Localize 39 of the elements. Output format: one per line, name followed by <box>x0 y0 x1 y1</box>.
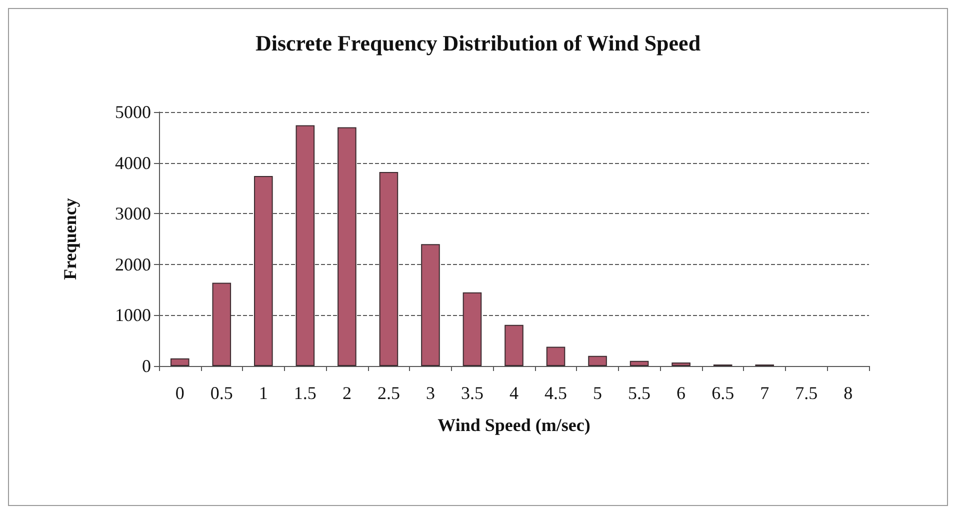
y-tick-label: 2000 <box>115 254 151 274</box>
bar <box>296 125 315 366</box>
chart-title: Discrete Frequency Distribution of Wind Speed <box>255 30 701 56</box>
x-tick-label: 6 <box>676 383 686 403</box>
bar <box>421 244 440 366</box>
bar <box>462 292 482 366</box>
bar <box>338 127 356 366</box>
x-tick-label: 4.5 <box>544 383 568 403</box>
x-tick-label: 5 <box>593 383 602 403</box>
bar <box>504 324 524 366</box>
x-tick-label: 3 <box>426 383 435 403</box>
x-tick-label: 0 <box>175 383 184 403</box>
x-axis-title: Wind Speed (m/sec) <box>438 415 590 435</box>
x-tick-label: 7 <box>760 383 770 403</box>
bar <box>212 282 232 366</box>
bar <box>588 356 607 366</box>
bar <box>630 360 649 366</box>
bar <box>546 346 566 366</box>
x-tick-label: 2.5 <box>377 383 400 403</box>
x-tick-label: 7.5 <box>795 383 818 403</box>
x-tick-label: 4 <box>510 383 518 403</box>
x-tick-label: 3.5 <box>460 383 484 403</box>
x-tick-label: 5.5 <box>628 383 651 403</box>
bar <box>170 358 190 366</box>
y-tick-label: 3000 <box>115 204 151 224</box>
bar <box>379 172 398 366</box>
y-tick-label: 0 <box>142 356 151 376</box>
y-tick-label: 1000 <box>115 305 151 326</box>
bar <box>672 362 690 366</box>
x-tick-label: 1.5 <box>294 383 316 403</box>
x-tick-label: 0.5 <box>210 383 233 403</box>
x-tick-label: 6.5 <box>712 383 734 403</box>
x-tick-label: 8 <box>844 383 853 403</box>
y-axis-title: Frequency <box>60 198 80 280</box>
y-tick-label: 4000 <box>115 152 151 173</box>
y-tick-label: 5000 <box>115 102 151 122</box>
bar <box>254 176 273 366</box>
x-tick-label: 2 <box>342 383 352 403</box>
x-tick-label: 1 <box>258 383 268 403</box>
